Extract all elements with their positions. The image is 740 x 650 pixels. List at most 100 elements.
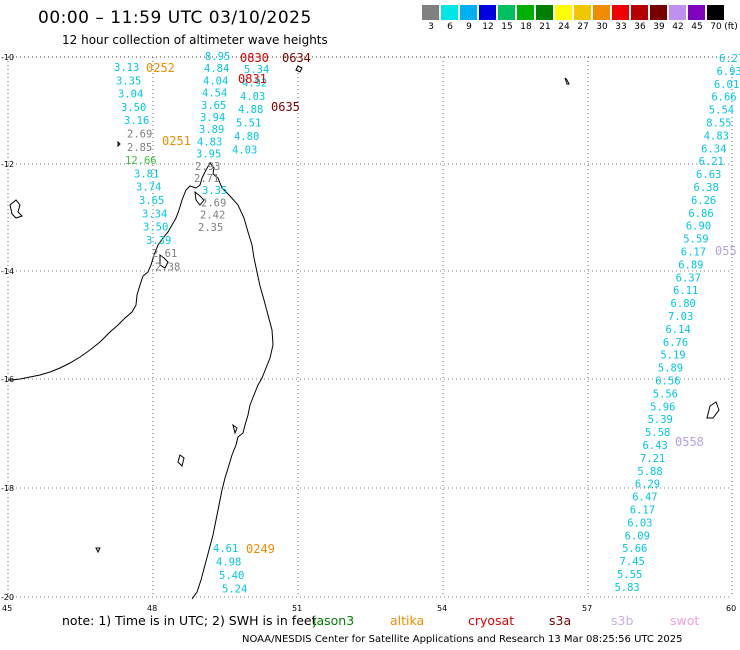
swh-value: 12.66 <box>125 155 157 167</box>
footer-note: note: 1) Time is in UTC; 2) SWH is in fe… <box>62 613 317 628</box>
swh-value: 6.80 <box>671 298 696 310</box>
swh-value: 3.89 <box>199 124 224 136</box>
legend-value: 15 <box>501 22 513 32</box>
legend-value: 42 <box>672 22 684 32</box>
legend-value: 3 <box>428 22 434 32</box>
swh-value: 4.84 <box>204 63 229 75</box>
swh-value: 2.69 <box>127 129 152 141</box>
pass-time: 0558 <box>675 435 704 449</box>
swh-value: 6.21 <box>699 156 724 168</box>
swh-value: 5.51 <box>236 118 261 130</box>
swh-value: 5.40 <box>219 570 244 582</box>
swh-value: 4.54 <box>202 88 227 100</box>
swh-value: 5.54 <box>709 105 734 117</box>
legend-swatch <box>498 5 515 20</box>
legend-value: 39 <box>653 22 665 32</box>
swh-value: 3.95 <box>196 149 221 161</box>
lon-tick-label: 54 <box>437 604 447 613</box>
swh-value: 3.50 <box>143 222 168 234</box>
swh-value: 6.47 <box>632 492 657 504</box>
swh-value: 3.65 <box>201 100 226 112</box>
swh-value: 2.71 <box>194 173 219 185</box>
wave-height-labels: 3.133.353.043.503.162.692.8512.663.813.7… <box>114 51 740 596</box>
swh-value: 4.83 <box>197 136 222 148</box>
legend-swatch <box>631 5 648 20</box>
swh-value: 3.50 <box>121 102 146 114</box>
swh-value: 3.35 <box>116 75 141 87</box>
legend-swatch <box>612 5 629 20</box>
swh-value: 5.55 <box>617 569 642 581</box>
legend-swatch <box>593 5 610 20</box>
swh-value: 2.85 <box>127 142 152 154</box>
swh-value: 6.11 <box>673 285 698 297</box>
satellite-cryosat: cryosat <box>468 613 515 628</box>
swh-value: 5.58 <box>645 427 670 439</box>
swh-value: 6.43 <box>643 440 668 452</box>
swh-value: 6.63 <box>696 169 721 181</box>
swh-value: 7.03 <box>668 311 693 323</box>
swh-value: 2.42 <box>200 210 225 222</box>
lon-tick-label: 48 <box>147 604 157 613</box>
legend-value: 36 <box>634 22 646 32</box>
swh-value: 6.14 <box>665 324 690 336</box>
legend-value: 30 <box>596 22 608 32</box>
swh-value: 6.56 <box>655 376 680 388</box>
swh-value: 6.37 <box>676 272 701 284</box>
swh-value: 8.55 <box>706 118 731 130</box>
legend-value: 21 <box>539 22 551 32</box>
swh-value: 6.17 <box>630 505 655 517</box>
swh-value: 6.86 <box>688 208 713 220</box>
swh-value: 4.03 <box>240 91 265 103</box>
pass-time: 055 <box>715 244 737 258</box>
legend-value: 6 <box>447 22 453 32</box>
swh-value: 4.88 <box>238 104 263 116</box>
legend-swatch <box>707 5 724 20</box>
swh-value: 3.74 <box>136 182 161 194</box>
swh-value: 5.59 <box>683 234 708 246</box>
swh-value: 3.39 <box>146 235 171 247</box>
swh-value: 5.89 <box>658 363 683 375</box>
lon-tick-label: 60 <box>726 604 736 613</box>
legend-value: 70 <box>710 22 722 32</box>
swh-value: 2.38 <box>155 262 180 274</box>
pass-time: 0831 <box>238 72 267 86</box>
swh-value: 2.35 <box>198 222 223 234</box>
satellite-s3b: s3b <box>611 613 634 628</box>
swh-value: 4.80 <box>234 131 259 143</box>
legend-swatch <box>536 5 553 20</box>
swh-value: 5.34 <box>244 64 269 76</box>
swh-value: 4.03 <box>232 144 257 156</box>
map-subtitle: 12 hour collection of altimeter wave hei… <box>62 33 328 47</box>
swh-value: 8.95 <box>205 51 230 63</box>
swh-value: 5.24 <box>222 584 247 596</box>
legend-swatch <box>555 5 572 20</box>
swh-value: 3.81 <box>134 168 159 180</box>
pass-time: 0249 <box>246 542 275 556</box>
lat-tick-label: -18 <box>1 484 14 493</box>
map-title: 00:00 – 11:59 UTC 03/10/2025 <box>38 8 312 28</box>
legend-swatch <box>517 5 534 20</box>
swh-value: 2.69 <box>201 197 226 209</box>
legend-swatch <box>669 5 686 20</box>
satellite-s3a: s3a <box>549 613 572 628</box>
lon-tick-label: 45 <box>2 604 12 613</box>
legend-swatch <box>479 5 496 20</box>
swh-value: 6.38 <box>694 182 719 194</box>
lat-tick-label: -10 <box>1 53 14 62</box>
swh-value: 3.35 <box>202 185 227 197</box>
legend-value: 12 <box>482 22 494 32</box>
swh-value: 2.93 <box>195 161 220 173</box>
lat-lon-grid: -10 -12 -14 -16 -18 -20 45 48 51 54 57 60 <box>1 53 736 613</box>
swh-value: 6.26 <box>691 195 716 207</box>
legend-swatch <box>574 5 591 20</box>
swh-value: 6.34 <box>701 143 726 155</box>
swh-value: 5.56 <box>653 388 678 400</box>
swh-value: 2.61 <box>152 248 177 260</box>
legend-swatch <box>441 5 458 20</box>
legend-swatch <box>650 5 667 20</box>
swh-value: 3.16 <box>124 115 149 127</box>
swh-value: 6.01 <box>714 79 739 91</box>
swh-value: 5.39 <box>648 414 673 426</box>
swh-value: 3.34 <box>142 208 167 220</box>
pass-time: 0252 <box>146 61 175 75</box>
